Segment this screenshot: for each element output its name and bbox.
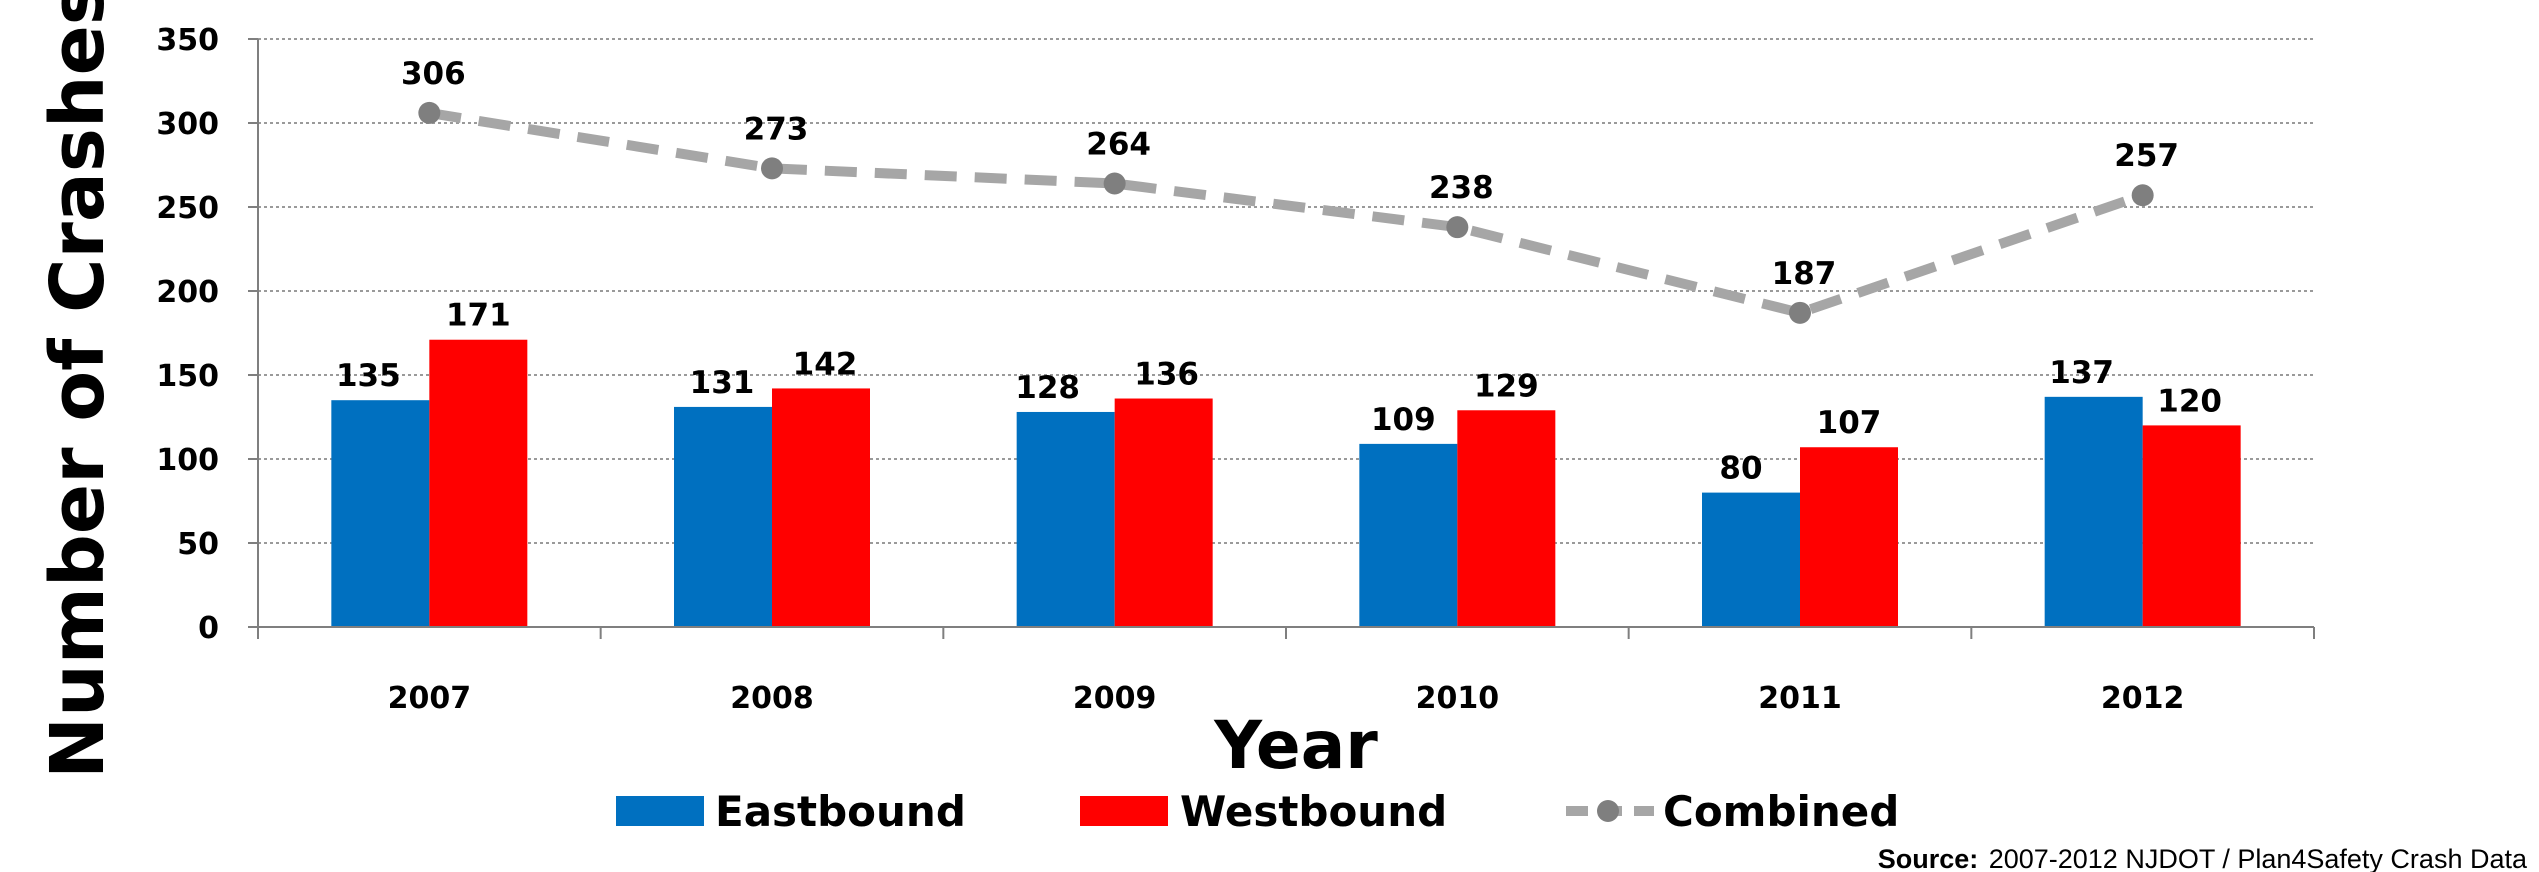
- bar-westbound: [772, 388, 870, 627]
- bar-eastbound: [331, 400, 430, 627]
- data-label-westbound: 142: [793, 346, 858, 382]
- legend-label-eastbound: Eastbound: [715, 787, 966, 836]
- combined-line: [418, 101, 2154, 324]
- combined-marker: [1789, 301, 1811, 324]
- legend-swatch-westbound: [1080, 796, 1168, 826]
- y-tick-label: 100: [156, 443, 219, 478]
- y-tick-label: 50: [177, 527, 219, 562]
- data-label-eastbound: 135: [336, 358, 401, 394]
- data-label-westbound: 136: [1134, 357, 1199, 393]
- legend: Eastbound Westbound Combined: [616, 787, 1899, 836]
- combined-marker: [2131, 184, 2154, 207]
- data-label-eastbound: 109: [1371, 402, 1436, 438]
- data-label-westbound: 129: [1474, 368, 1539, 404]
- bar-eastbound: [1016, 411, 1115, 627]
- x-axis-ticks: 2007 2008 2009 2010 2011 2012: [388, 681, 2185, 716]
- bar-westbound: [1800, 447, 1898, 627]
- legend-label-westbound: Westbound: [1180, 787, 1447, 836]
- data-label-eastbound: 80: [1719, 451, 1762, 487]
- combined-marker: [761, 157, 783, 180]
- bar-westbound: [1114, 398, 1213, 627]
- bar-eastbound: [1702, 492, 1800, 627]
- y-tick-label: 200: [156, 275, 219, 310]
- data-label-combined: 257: [2114, 138, 2179, 174]
- x-tick-label: 2008: [730, 681, 814, 716]
- data-label-eastbound: 131: [690, 365, 755, 401]
- bars: [331, 339, 2241, 627]
- data-label-combined: 273: [744, 111, 809, 147]
- y-tick-label: 250: [156, 191, 219, 226]
- x-tick-label: 2011: [1758, 681, 1842, 716]
- data-labels: 135 171 131 142 128 136 109 129 80 107 137 120 306 27…: [336, 56, 2222, 487]
- combined-line-path: [428, 107, 2145, 318]
- x-tick-label: 2007: [388, 681, 472, 716]
- y-axis-ticks: 0 50 100 150 200 250 300 350: [156, 23, 258, 646]
- legend-swatch-combined-marker: [1597, 800, 1619, 822]
- x-axis-title: Year: [1213, 707, 1378, 784]
- x-tick-label: 2010: [1416, 681, 1500, 716]
- bar-westbound: [429, 339, 528, 627]
- gridlines: [258, 38, 2314, 544]
- source-note: Source: 2007-2012 NJDOT / Plan4Safety Cr…: [1878, 844, 2528, 872]
- legend-swatch-eastbound: [616, 796, 704, 826]
- data-label-eastbound: 137: [2049, 355, 2114, 391]
- y-tick-label: 0: [198, 611, 219, 646]
- source-label: Source:: [1878, 844, 1979, 872]
- data-label-combined: 187: [1772, 256, 1837, 292]
- data-label-combined: 306: [401, 56, 466, 92]
- data-label-westbound: 107: [1817, 405, 1882, 441]
- y-tick-label: 350: [156, 23, 219, 58]
- x-tick-label: 2012: [2101, 681, 2185, 716]
- legend-label-combined: Combined: [1663, 787, 1899, 836]
- y-tick-label: 150: [156, 359, 219, 394]
- data-label-westbound: 120: [2157, 383, 2222, 419]
- bar-eastbound: [674, 406, 772, 627]
- bar-eastbound: [1359, 443, 1458, 627]
- data-label-combined: 238: [1429, 170, 1494, 206]
- y-tick-label: 300: [156, 107, 219, 142]
- bar-eastbound: [2044, 396, 2143, 627]
- combined-marker: [418, 101, 441, 124]
- y-axis-title: Number of Crashes: [35, 0, 121, 779]
- source-text: 2007-2012 NJDOT / Plan4Safety Crash Data: [1989, 844, 2528, 872]
- data-label-combined: 264: [1086, 126, 1151, 162]
- combined-marker: [1446, 216, 1469, 239]
- combined-marker: [1103, 172, 1126, 195]
- data-label-westbound: 171: [446, 298, 511, 334]
- axes: [257, 39, 2315, 639]
- bar-westbound: [2142, 425, 2241, 627]
- data-label-eastbound: 128: [1015, 370, 1080, 406]
- x-tick-label: 2009: [1073, 681, 1157, 716]
- bar-westbound: [1457, 410, 1556, 627]
